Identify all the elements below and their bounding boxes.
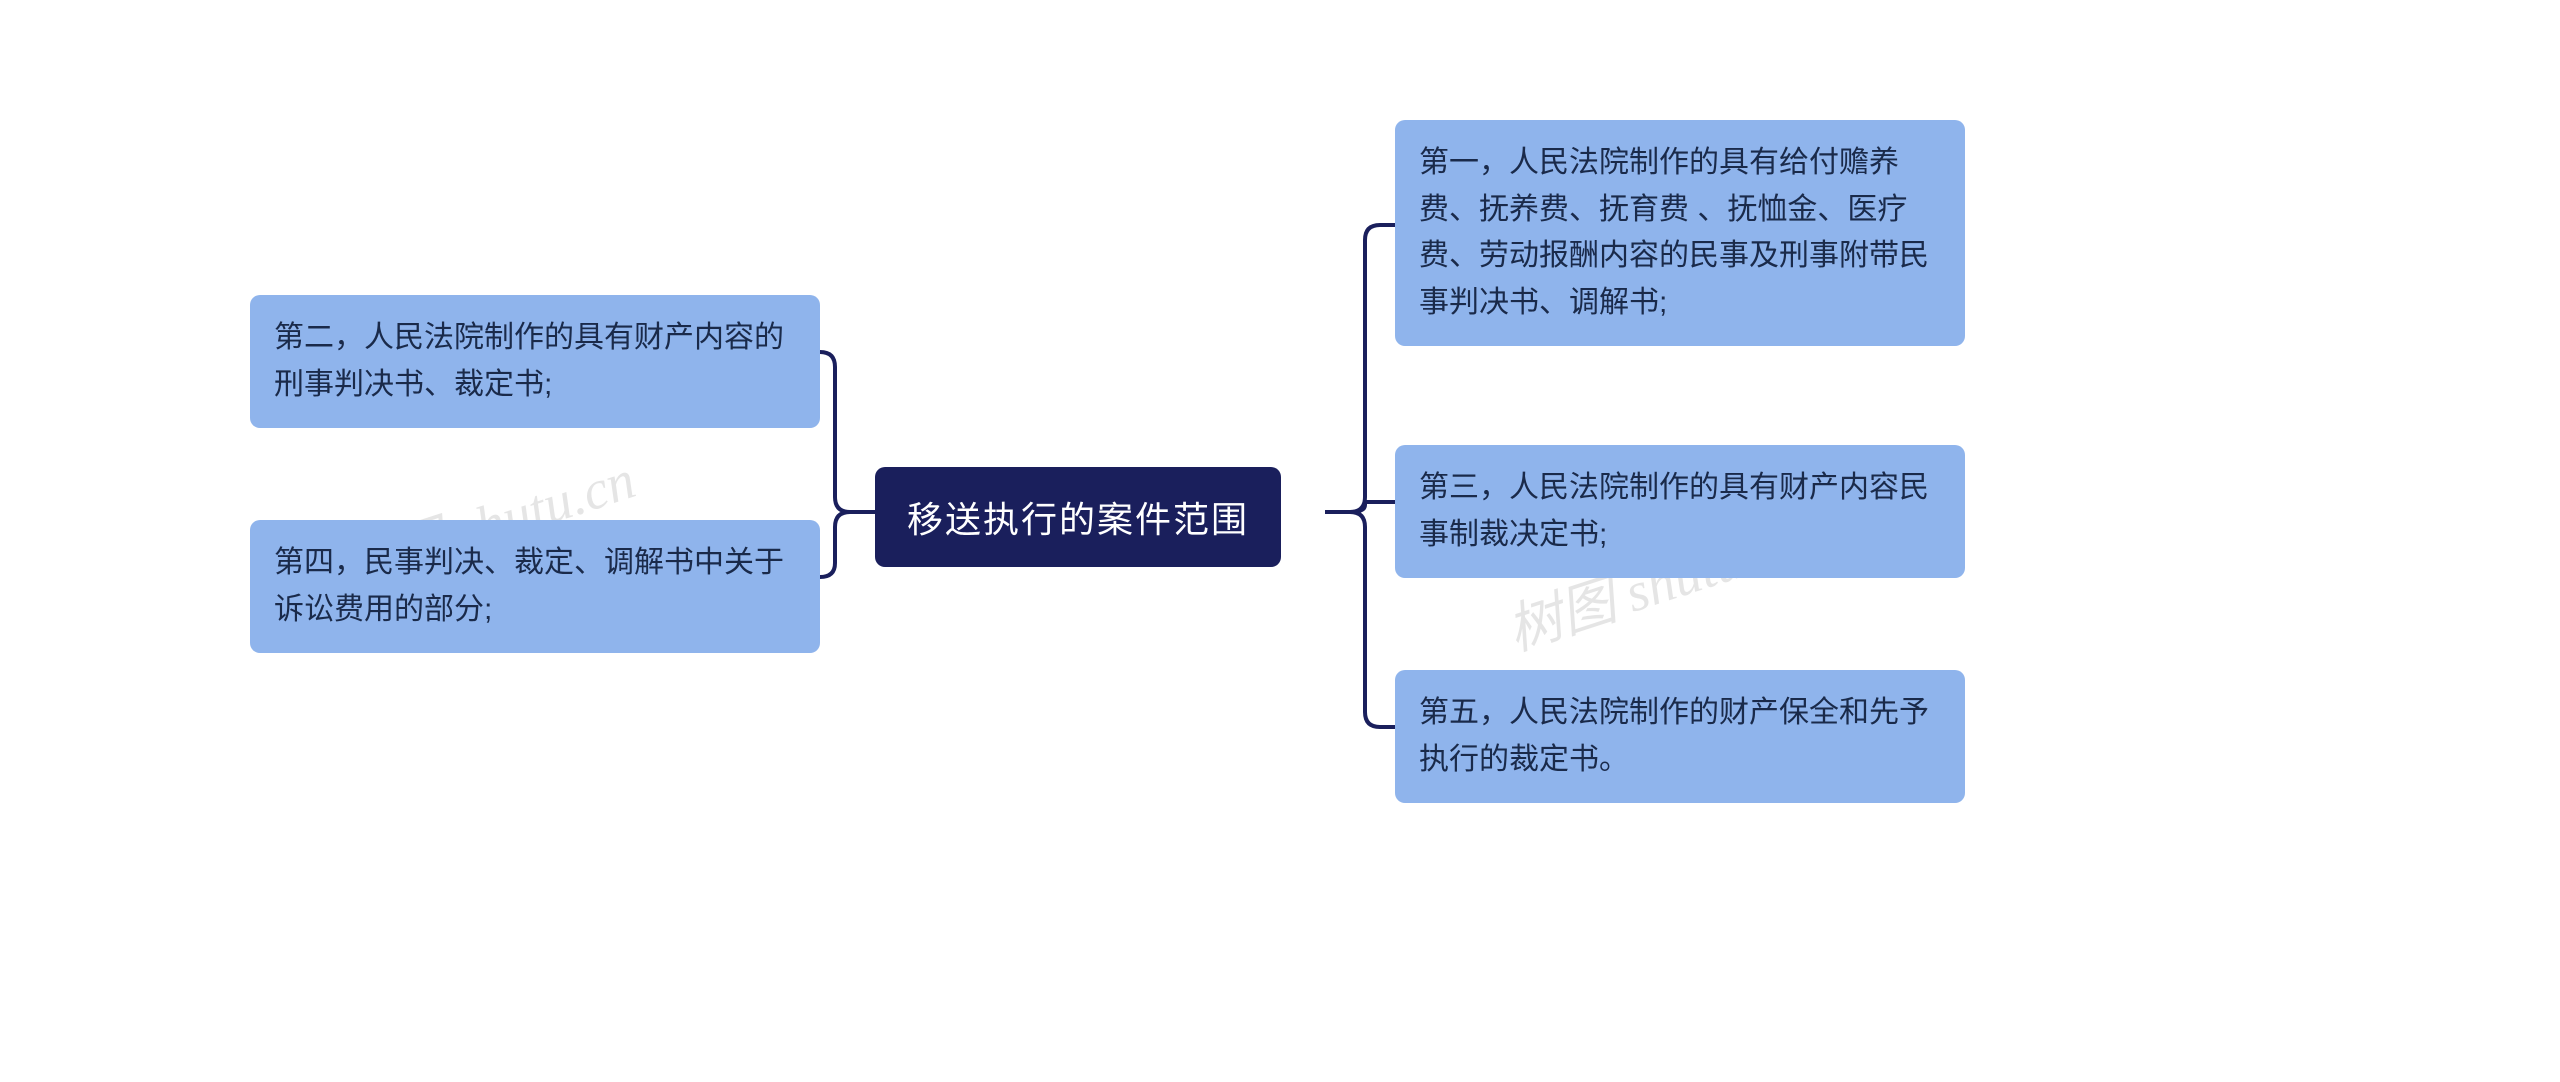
branch-node-2[interactable]: 第二，人民法院制作的具有财产内容的刑事判决书、裁定书; bbox=[250, 295, 820, 428]
branch-label: 第四，民事判决、裁定、调解书中关于诉讼费用的部分; bbox=[274, 546, 784, 626]
branch-node-4[interactable]: 第四，民事判决、裁定、调解书中关于诉讼费用的部分; bbox=[250, 520, 820, 653]
branch-label: 第一，人民法院制作的具有给付赡养费、抚养费、抚育费 、抚恤金、医疗费、劳动报酬内… bbox=[1419, 146, 1929, 319]
branch-node-1[interactable]: 第一，人民法院制作的具有给付赡养费、抚养费、抚育费 、抚恤金、医疗费、劳动报酬内… bbox=[1395, 120, 1965, 346]
center-node-label: 移送执行的案件范围 bbox=[907, 499, 1249, 540]
branch-label: 第五，人民法院制作的财产保全和先予执行的裁定书。 bbox=[1419, 696, 1929, 776]
branch-node-3[interactable]: 第三，人民法院制作的具有财产内容民事制裁决定书; bbox=[1395, 445, 1965, 578]
center-node[interactable]: 移送执行的案件范围 bbox=[875, 467, 1281, 567]
mindmap-canvas: 树图 shutu.cn 树图 shutu.cn 移送执行的案件范围 第二，人民法… bbox=[0, 0, 2560, 1082]
branch-label: 第三，人民法院制作的具有财产内容民事制裁决定书; bbox=[1419, 471, 1929, 551]
branch-label: 第二，人民法院制作的具有财产内容的刑事判决书、裁定书; bbox=[274, 321, 784, 401]
branch-node-5[interactable]: 第五，人民法院制作的财产保全和先予执行的裁定书。 bbox=[1395, 670, 1965, 803]
